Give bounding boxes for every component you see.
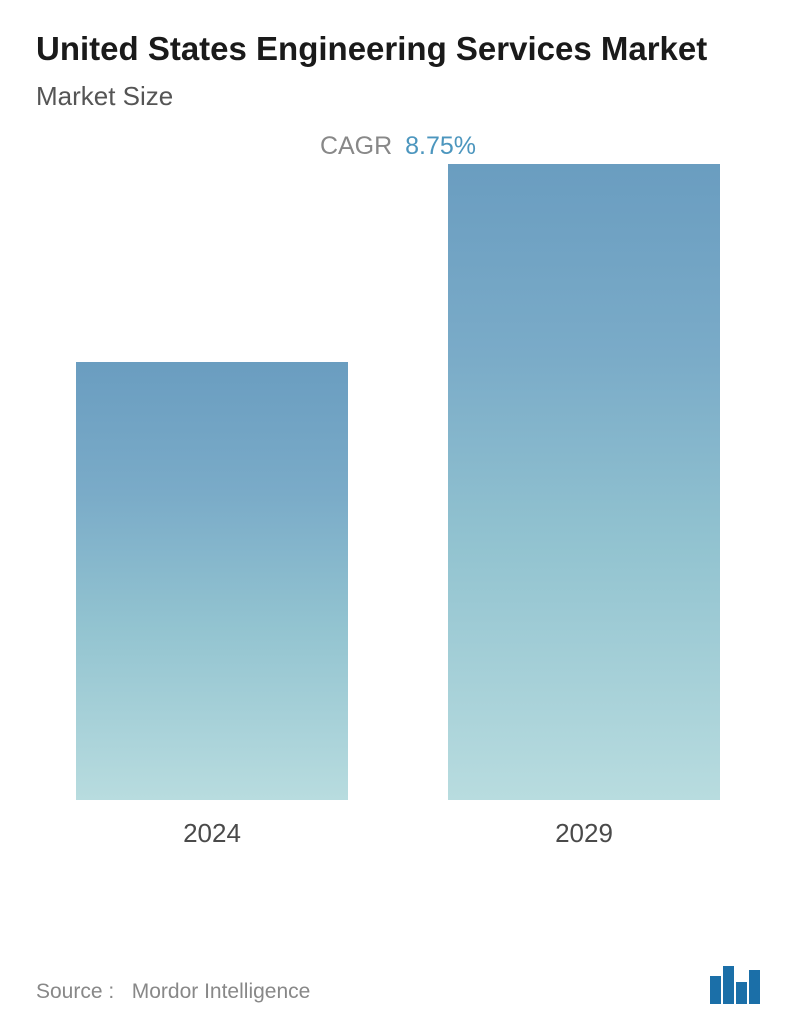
logo-bar-3 [736,982,747,1004]
source-text: Source : Mordor Intelligence [36,980,310,1004]
footer: Source : Mordor Intelligence [36,966,760,1004]
chart-area: 2024 2029 [36,209,760,849]
source-prefix: Source : [36,980,114,1003]
bar-2024 [76,362,348,800]
cagr-label: CAGR [320,132,392,160]
bar-label-2029: 2029 [555,818,613,849]
bar-label-2024: 2024 [183,818,241,849]
cagr-row: CAGR 8.75% [36,132,760,161]
bar-2029 [448,164,720,800]
logo-bar-2 [723,966,734,1004]
cagr-value: 8.75% [405,132,476,160]
logo-icon [710,966,760,1004]
logo-bar-4 [749,970,760,1004]
chart-subtitle: Market Size [36,81,760,112]
bar-wrapper-2029: 2029 [448,164,720,849]
logo-bar-1 [710,976,721,1004]
chart-title: United States Engineering Services Marke… [36,28,760,69]
bar-wrapper-2024: 2024 [76,362,348,849]
source-name: Mordor Intelligence [132,980,311,1003]
